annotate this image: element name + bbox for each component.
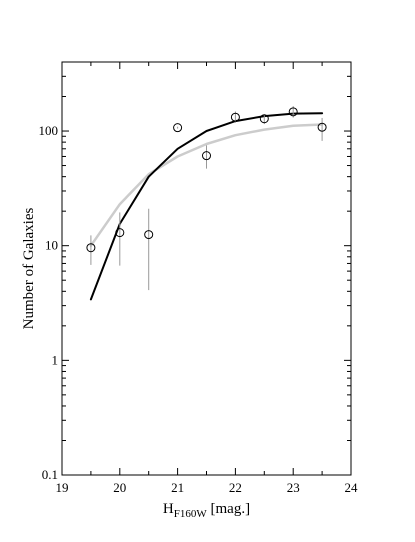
data-point-marker: [86, 243, 96, 253]
data-point-marker: [259, 114, 269, 124]
y-tick-label: 1: [52, 352, 59, 367]
x-axis-label-main: H: [163, 501, 174, 517]
data-point-marker: [202, 151, 211, 161]
data-point-marker: [288, 107, 298, 117]
data-point-marker: [317, 122, 327, 132]
x-tick-label: 24: [345, 480, 359, 495]
x-tick-label: 23: [287, 480, 300, 495]
x-axis-label: HF160W [mag.]: [163, 501, 250, 520]
x-tick-label: 19: [56, 480, 69, 495]
y-tick-label: 10: [45, 238, 58, 253]
data-point-marker: [115, 228, 125, 238]
data-point-marker: [173, 123, 183, 133]
y-axis-label: Number of Galaxies: [21, 208, 37, 330]
y-tick-label: 100: [39, 123, 59, 138]
model-curve-grey: [89, 123, 324, 247]
x-tick-label: 22: [229, 480, 242, 495]
x-axis-label-subscript: F160W: [174, 508, 208, 520]
x-tick-label: 20: [113, 480, 126, 495]
y-axis-ticks: 0.1 1 10 100: [39, 75, 351, 482]
model-curves: [89, 112, 324, 301]
y-tick-label: 0.1: [42, 467, 58, 482]
model-curve-black: [89, 112, 324, 301]
x-axis-ticks: 19 20 21 22 23 24: [56, 62, 359, 495]
x-tick-label: 21: [171, 480, 184, 495]
data-points: [86, 106, 327, 291]
data-point-marker: [230, 112, 240, 122]
x-axis-label-unit: [mag.]: [207, 501, 250, 517]
data-point-marker: [144, 230, 154, 240]
